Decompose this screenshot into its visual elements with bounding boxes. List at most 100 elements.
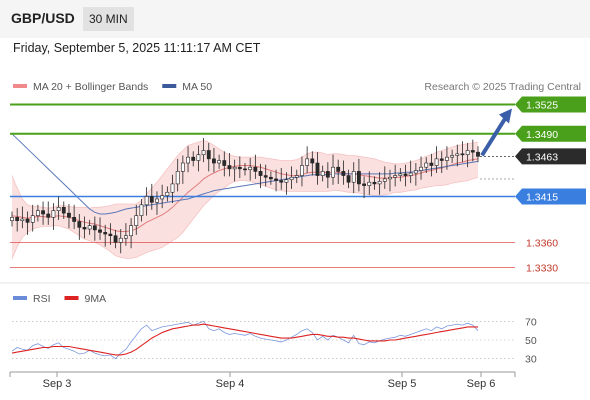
candle-body xyxy=(455,153,460,156)
candle-body xyxy=(325,171,330,178)
datetime-label: Friday, September 5, 2025 11:11:17 AM CE… xyxy=(13,41,261,55)
candle xyxy=(77,213,82,240)
candle xyxy=(336,159,341,184)
candle-body xyxy=(300,165,304,176)
candle xyxy=(20,206,25,229)
candle xyxy=(35,204,40,222)
candle-body xyxy=(92,225,97,231)
candle xyxy=(455,144,460,167)
timeframe-badge[interactable]: 30 MIN xyxy=(83,7,134,31)
candle xyxy=(56,196,61,220)
candle xyxy=(398,168,403,182)
candle-body xyxy=(393,175,398,178)
candle-body xyxy=(61,207,66,214)
weak-support-label-5: 1.3330 xyxy=(526,262,558,274)
bollinger-upper xyxy=(11,140,479,209)
x-tick-label-3: Sep 5 xyxy=(388,378,417,390)
candle-body xyxy=(445,156,449,161)
candle-body xyxy=(20,218,25,221)
candle xyxy=(41,201,45,225)
current-price-label: 1.3463 xyxy=(526,151,558,163)
candle xyxy=(15,208,20,232)
candle-body xyxy=(232,166,237,170)
candle-body xyxy=(191,156,196,161)
candle xyxy=(284,172,289,195)
candle-body xyxy=(77,221,82,228)
candle-body xyxy=(196,154,201,161)
resistance-label-1: 1.3490 xyxy=(526,129,558,141)
rsi-9ma-line xyxy=(11,323,478,356)
candle-body xyxy=(160,195,165,200)
candle xyxy=(346,169,351,189)
candle xyxy=(341,160,346,185)
candle-body xyxy=(403,173,408,176)
candle xyxy=(263,164,268,187)
candle-body xyxy=(310,158,315,164)
candle-body xyxy=(46,213,51,218)
candle xyxy=(382,166,387,189)
candle-body xyxy=(155,198,159,203)
candle-body xyxy=(372,181,377,185)
candle xyxy=(51,203,56,230)
candle xyxy=(305,146,310,174)
candle xyxy=(237,156,242,179)
candle-body xyxy=(170,183,175,193)
candle-body xyxy=(82,227,87,230)
candle-body xyxy=(429,162,434,166)
candle-body xyxy=(460,153,465,156)
candle xyxy=(61,201,66,220)
candle xyxy=(268,171,273,185)
candle-body xyxy=(201,150,206,155)
candle xyxy=(294,169,299,184)
pair-title: GBP/USD xyxy=(11,10,75,26)
rsi-legend-swatch-1 xyxy=(13,296,27,300)
candle-body xyxy=(320,171,325,176)
candle xyxy=(165,186,170,202)
x-tick-label-1: Sep 3 xyxy=(43,378,72,390)
candle-body xyxy=(227,165,232,170)
candle-body xyxy=(237,166,242,170)
candle-body xyxy=(470,150,475,153)
candle xyxy=(279,168,284,190)
candle xyxy=(217,154,222,169)
candle xyxy=(108,223,113,245)
candle xyxy=(310,151,315,176)
candle xyxy=(315,152,320,185)
candle-body xyxy=(377,181,382,185)
candle-body xyxy=(408,172,413,176)
candle-body xyxy=(388,176,392,180)
candle xyxy=(149,183,154,210)
resistance-label-bg-0 xyxy=(515,96,586,113)
candle xyxy=(191,151,196,167)
candle xyxy=(320,165,325,182)
candle xyxy=(144,187,149,216)
candle-body xyxy=(315,162,320,176)
candle-body xyxy=(382,178,387,182)
candle xyxy=(212,147,216,173)
candle-body xyxy=(336,166,341,172)
candle xyxy=(393,164,398,187)
candle xyxy=(196,145,201,172)
candle xyxy=(232,159,237,182)
candle-body xyxy=(263,175,268,178)
candle xyxy=(351,162,356,194)
candle xyxy=(72,204,77,230)
candle-body xyxy=(124,235,128,239)
legend-label-1: MA 20 + Bollinger Bands xyxy=(33,81,148,93)
candle-body xyxy=(362,183,366,186)
candle xyxy=(129,218,133,249)
candle-body xyxy=(149,196,154,203)
candle-body xyxy=(41,210,45,215)
candle xyxy=(98,217,102,240)
candle-body xyxy=(180,162,185,172)
candle xyxy=(434,146,439,174)
forecast-arrow-head xyxy=(499,108,512,124)
candle-body xyxy=(98,229,102,233)
support-label-bg-3 xyxy=(515,188,586,205)
candle xyxy=(377,172,382,195)
candle-body xyxy=(129,225,133,237)
candle xyxy=(289,166,294,189)
candle xyxy=(419,156,423,180)
resistance-label-bg-1 xyxy=(515,125,586,142)
